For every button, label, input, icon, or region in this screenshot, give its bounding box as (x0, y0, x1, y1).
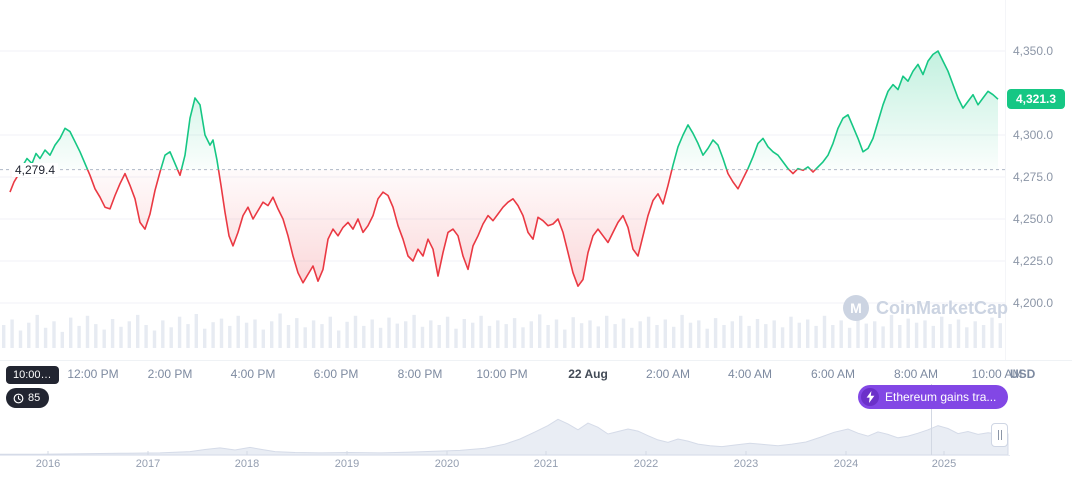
time-tick-label: 8:00 AM (893, 367, 939, 381)
time-tick-label: 22 Aug (568, 367, 608, 381)
year-tick-label[interactable]: 2020 (434, 458, 460, 470)
time-tick-label: 10:00 AM (971, 367, 1023, 381)
year-tick-label[interactable]: 2022 (633, 458, 659, 470)
year-tick-label[interactable]: 2024 (833, 458, 859, 470)
lightning-icon (861, 388, 879, 406)
price-scale[interactable]: 4,321.3 4,350.0 4,300.0 4,275.0 4,250.0 4,22… (1005, 0, 1072, 360)
year-tick-label[interactable]: 2018 (234, 458, 260, 470)
time-tick-label: 4:00 AM (727, 367, 773, 381)
time-scale[interactable]: USD 12:00 PM 2:00 PM 4:00 PM 6:00 PM 8:00 PM… (0, 360, 1072, 387)
area-fill-down (10, 169, 816, 287)
svg-text:M: M (850, 300, 862, 316)
news-event-pill[interactable]: Ethereum gains tra... (858, 385, 1009, 409)
year-tick-label[interactable]: 2017 (135, 458, 161, 470)
time-tick-label: 6:00 AM (810, 367, 856, 381)
price-line-down (9, 169, 817, 287)
price-line-up (19, 50, 999, 170)
area-fill-up (10, 51, 998, 170)
crosshair-time-tooltip: 10:00… (6, 366, 59, 384)
time-tick-label: 12:00 PM (67, 367, 119, 381)
coinmarketcap-watermark: M CoinMarketCap (843, 295, 1008, 321)
time-tick-label: 2:00 PM (147, 367, 193, 381)
price-chart-canvas[interactable] (0, 0, 1005, 360)
year-tick-label[interactable]: 2019 (334, 458, 360, 470)
time-tick-label: 6:00 PM (313, 367, 359, 381)
countdown-value: 85 (28, 392, 41, 404)
year-tick-label[interactable]: 2023 (733, 458, 759, 470)
price-tick-label: 4,275.0 (1013, 170, 1054, 184)
watermark-text: CoinMarketCap (876, 297, 1009, 318)
history-countdown-badge[interactable]: 85 (6, 388, 50, 408)
time-tick-label: 8:00 PM (397, 367, 443, 381)
time-tick-label: 4:00 PM (230, 367, 276, 381)
price-tick-label: 4,300.0 (1013, 128, 1054, 142)
current-price-badge: 4,321.3 (1007, 89, 1065, 110)
volume-bars (2, 313, 1002, 348)
year-axis[interactable]: 2016 2017 2018 2019 2020 2021 2022 2023 2024 2025 (0, 457, 1072, 475)
price-tick-label: 4,200.0 (1013, 296, 1054, 310)
year-tick-label[interactable]: 2021 (533, 458, 559, 470)
coinmarketcap-logo-icon: M (843, 295, 869, 321)
price-tick-label: 4,350.0 (1013, 44, 1054, 58)
range-handle[interactable] (991, 423, 1008, 447)
navigator-minichart[interactable] (0, 410, 1010, 456)
year-tick-label[interactable]: 2025 (931, 458, 957, 470)
currency-unit-label[interactable]: USD (1010, 367, 1036, 381)
price-tick-label: 4,225.0 (1013, 254, 1054, 268)
baseline-price-label: 4,279.4 (12, 162, 59, 177)
time-tick-label: 10:00 PM (476, 367, 528, 381)
news-pill-label: Ethereum gains tra... (885, 390, 997, 404)
date-range-navigator[interactable] (0, 410, 1010, 456)
navigator-area (0, 418, 1009, 456)
time-tick-label: 2:00 AM (645, 367, 691, 381)
price-tick-label: 4,250.0 (1013, 212, 1054, 226)
price-chart-plot[interactable]: 4,279.4 M CoinMarketCap (0, 0, 1008, 360)
history-clock-icon (13, 393, 24, 403)
navigator-position-marker[interactable] (931, 384, 932, 455)
year-tick-label[interactable]: 2016 (35, 458, 61, 470)
